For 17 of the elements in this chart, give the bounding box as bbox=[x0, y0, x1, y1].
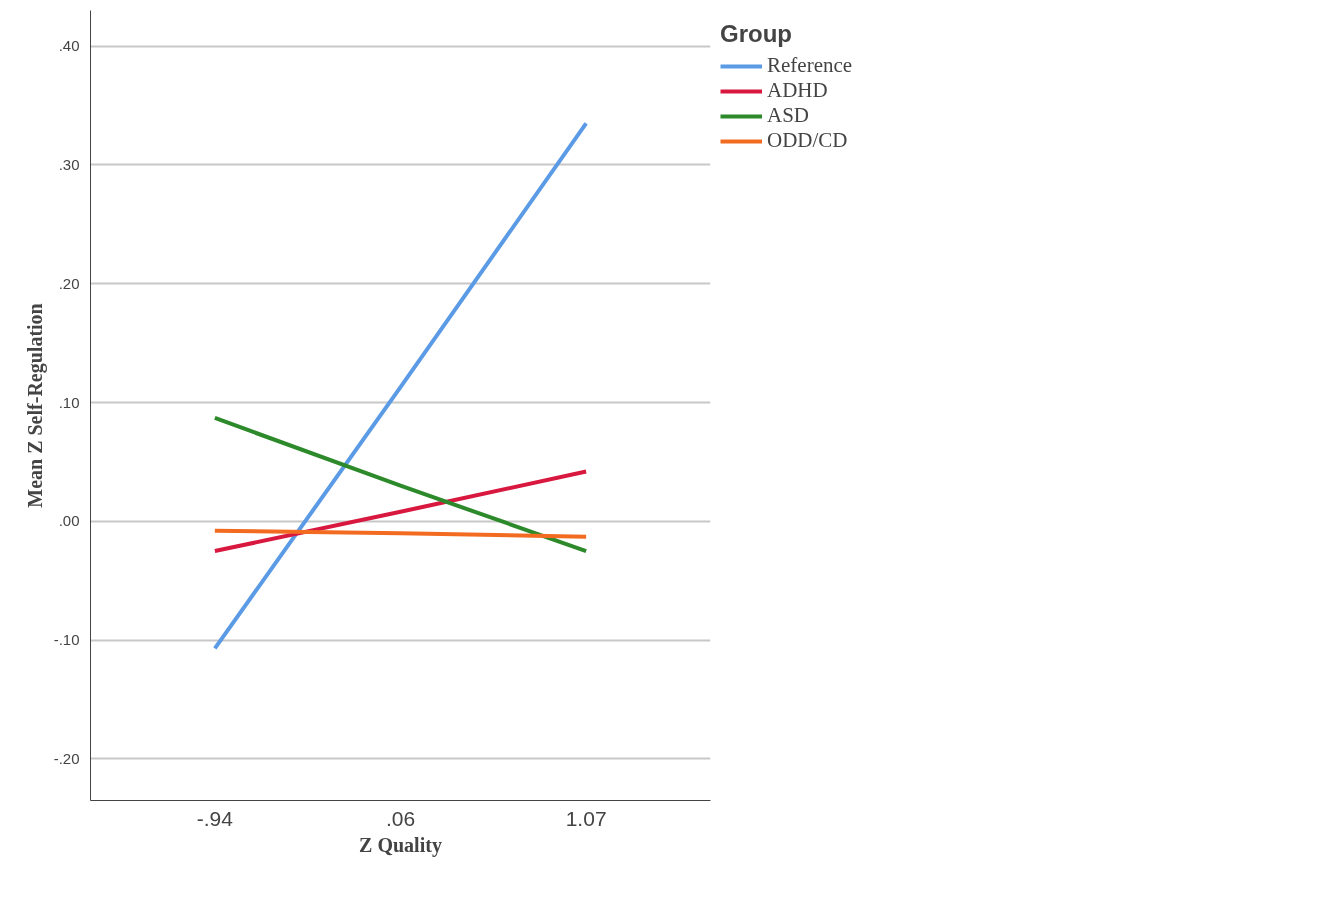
y-tick-label: .30 bbox=[58, 155, 80, 173]
y-tick-label: .20 bbox=[58, 274, 80, 292]
legend-label: ASD bbox=[767, 103, 810, 128]
legend-label: Reference bbox=[767, 53, 853, 78]
x-tick-label: 1.07 bbox=[565, 806, 607, 830]
legend-title: Group bbox=[720, 20, 793, 48]
x-tick-label: .06 bbox=[385, 806, 416, 830]
y-tick-label: .40 bbox=[58, 37, 80, 55]
y-tick-label: -.10 bbox=[53, 631, 80, 649]
legend-label: ADHD bbox=[767, 78, 828, 103]
x-axis-title: Z Quality bbox=[359, 833, 442, 857]
y-tick-label: -.20 bbox=[53, 749, 80, 767]
y-axis-title: Mean Z Self-Regulation bbox=[23, 303, 47, 508]
y-tick-label: .00 bbox=[58, 512, 80, 530]
legend-label: ODD/CD bbox=[767, 128, 848, 153]
y-tick-label: .10 bbox=[58, 393, 80, 411]
x-tick-label: -.94 bbox=[196, 806, 234, 830]
